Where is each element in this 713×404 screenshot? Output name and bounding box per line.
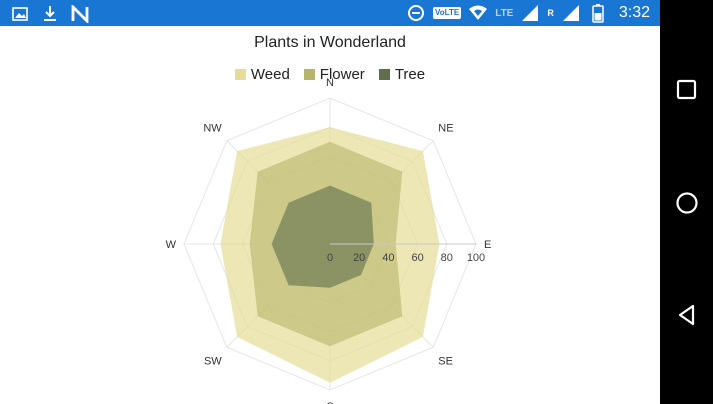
home-button[interactable] <box>660 178 713 228</box>
legend-label: Weed <box>250 66 290 83</box>
app-screen: VoLTE LTE R 3:32 Plants in Wonderland We… <box>0 0 660 404</box>
signal-icon <box>561 3 581 23</box>
radar-chart: 0 20 40 60 80 100 N NE E SE S SW W NW <box>166 77 492 404</box>
radial-tick-label: 0 <box>327 252 333 264</box>
legend-item-tree[interactable]: Tree <box>378 66 426 83</box>
back-icon <box>678 304 694 326</box>
radial-tick-label: 80 <box>441 252 453 264</box>
legend-item-flower[interactable]: Flower <box>303 66 365 83</box>
recents-button[interactable] <box>660 65 713 115</box>
n-logo-icon <box>70 4 90 24</box>
radial-tick-label: 60 <box>411 252 423 264</box>
image-icon <box>10 4 30 24</box>
legend-label: Flower <box>319 66 365 83</box>
category-label-s: S <box>326 401 333 404</box>
category-label-w: W <box>166 239 177 251</box>
legend-swatch-tree <box>378 69 390 80</box>
series-area-tree <box>271 185 374 288</box>
category-label-e: E <box>484 239 491 251</box>
category-label-nw: NW <box>203 123 222 135</box>
roaming-indicator: R <box>547 8 554 18</box>
legend-item-weed[interactable]: Weed <box>234 66 290 83</box>
category-label-n: N <box>326 77 334 89</box>
back-button[interactable] <box>660 290 713 340</box>
home-icon <box>675 192 698 214</box>
legend-label: Tree <box>394 66 426 83</box>
data-saver-icon <box>406 3 426 23</box>
category-label-sw: SW <box>204 355 222 367</box>
category-label-ne: NE <box>438 123 453 135</box>
recents-icon <box>676 79 696 100</box>
volte-badge: VoLTE <box>433 7 462 19</box>
radial-tick-label: 20 <box>353 252 365 264</box>
chart-title: Plants in Wonderland <box>254 34 406 51</box>
wifi-icon <box>468 3 488 23</box>
signal-icon <box>520 3 540 23</box>
legend-swatch-flower <box>303 69 315 80</box>
radial-tick-label: 40 <box>382 252 394 264</box>
download-icon <box>40 4 60 24</box>
chart-legend: Weed Flower Tree <box>0 66 660 83</box>
network-type: LTE <box>495 7 514 19</box>
navigation-bar <box>660 0 713 404</box>
battery-icon <box>588 3 608 23</box>
legend-swatch-weed <box>234 69 246 80</box>
status-time: 3:32 <box>618 4 650 21</box>
category-label-se: SE <box>438 355 453 367</box>
radial-tick-label: 100 <box>467 252 485 264</box>
status-bar: VoLTE LTE R 3:32 <box>0 0 660 26</box>
